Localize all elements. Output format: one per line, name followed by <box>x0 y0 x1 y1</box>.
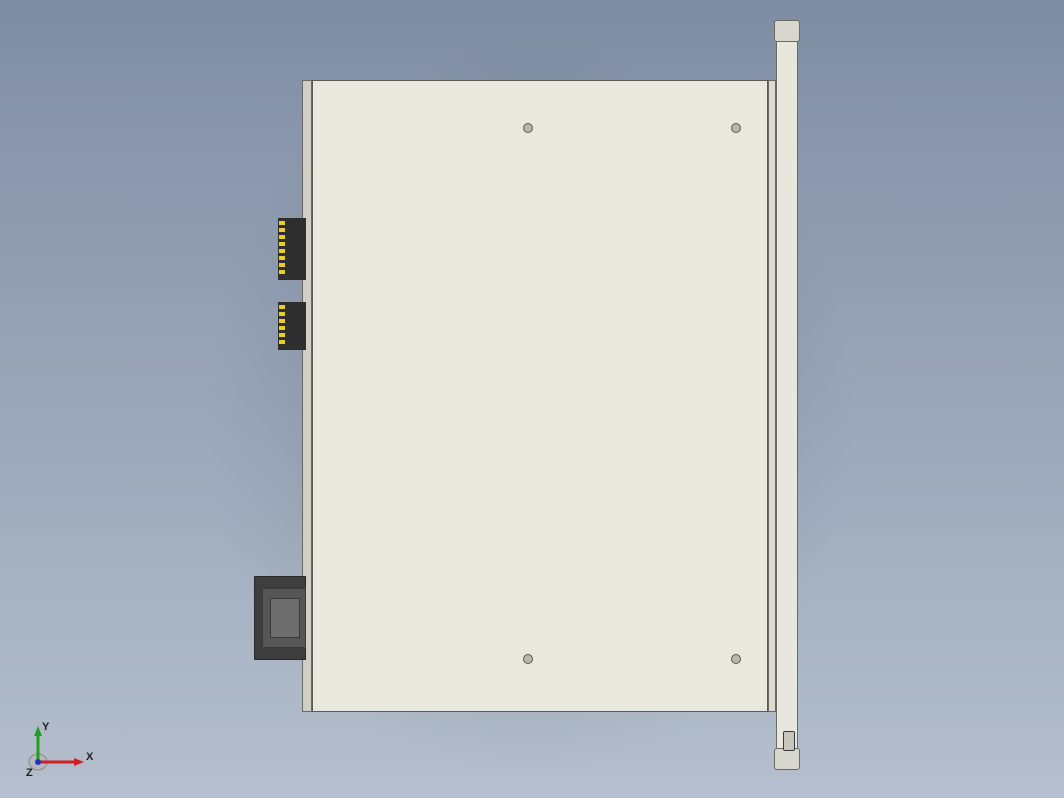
model-area[interactable] <box>0 0 1064 798</box>
terminal-marker <box>279 249 285 253</box>
rear-connector-inner <box>270 598 300 638</box>
x-axis-arrow-icon <box>74 758 84 766</box>
terminal-marker <box>279 326 285 330</box>
terminal-marker <box>279 270 285 274</box>
mounting-hole <box>731 123 741 133</box>
mounting-hole <box>523 654 533 664</box>
axis-triad-svg: X Y Z <box>18 720 98 780</box>
terminal-marker <box>279 340 285 344</box>
terminal-marker <box>279 305 285 309</box>
terminal-marker <box>279 256 285 260</box>
mounting-flange <box>776 24 798 768</box>
flange-knob <box>783 731 795 751</box>
y-axis-label: Y <box>42 721 50 733</box>
terminal-marker <box>279 221 285 225</box>
terminal-marker <box>279 228 285 232</box>
panel-right-edge <box>768 80 776 712</box>
flange-tab-bottom <box>774 748 800 770</box>
terminal-marker <box>279 312 285 316</box>
z-axis-icon <box>35 759 41 765</box>
enclosure-top-panel <box>312 80 768 712</box>
z-axis-label: Z <box>26 767 33 779</box>
mounting-hole <box>523 123 533 133</box>
cad-viewport[interactable]: X Y Z <box>0 0 1064 798</box>
y-axis-arrow-icon <box>34 726 42 736</box>
terminal-marker <box>279 235 285 239</box>
flange-tab-top <box>774 20 800 42</box>
terminal-marker <box>279 333 285 337</box>
x-axis-label: X <box>86 751 94 763</box>
terminal-marker <box>279 263 285 267</box>
axis-triad[interactable]: X Y Z <box>18 720 98 780</box>
terminal-marker <box>279 242 285 246</box>
mounting-hole <box>731 654 741 664</box>
terminal-marker <box>279 319 285 323</box>
